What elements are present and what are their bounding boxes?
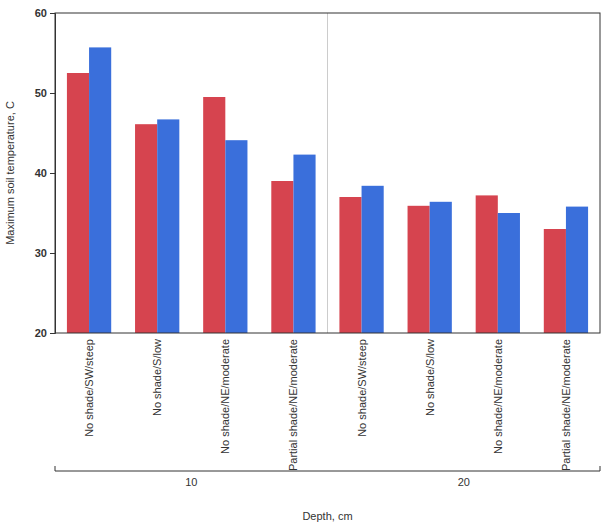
y-tick-mark	[50, 93, 55, 94]
bar	[89, 47, 111, 333]
bar	[157, 119, 179, 333]
x-category-label: Partial shade/NE/moderate	[560, 339, 572, 471]
x-group-label: 10	[185, 476, 197, 488]
y-tick-label: 20	[35, 327, 47, 339]
bar	[430, 202, 452, 333]
bars	[67, 47, 588, 333]
y-tick: 60	[35, 7, 55, 19]
group-bracket	[55, 466, 600, 471]
plot: 20 30 40 50 60 No shade/SW/steep No shade/S/lo…	[35, 7, 600, 488]
y-tick: 40	[35, 167, 55, 179]
bar	[271, 181, 293, 333]
bar	[544, 229, 566, 333]
y-tick-label: 60	[35, 7, 47, 19]
y-tick-mark	[50, 13, 55, 14]
bar	[566, 207, 588, 333]
chart: 20 30 40 50 60 No shade/SW/steep No shade/S/lo…	[0, 0, 605, 528]
x-category-label: No shade/NE/moderate	[492, 339, 504, 454]
y-axis: 20 30 40 50 60	[35, 7, 56, 339]
x-category-label: No shade/NE/moderate	[219, 339, 231, 454]
y-axis-title: Maximum soil temperature, C	[4, 101, 16, 245]
y-tick-label: 30	[35, 247, 47, 259]
bar	[362, 186, 384, 333]
bar	[225, 140, 247, 333]
x-category-label: No shade/SW/steep	[356, 339, 368, 437]
bar	[293, 155, 315, 333]
y-tick-mark	[50, 253, 55, 254]
x-category-label: No shade/S/low	[151, 339, 163, 416]
bar	[135, 124, 157, 333]
bar	[339, 197, 361, 333]
x-category-label: No shade/SW/steep	[83, 339, 95, 437]
y-tick: 50	[35, 87, 55, 99]
x-category-label: No shade/S/low	[424, 339, 436, 416]
y-axis-line	[50, 14, 56, 334]
bar	[67, 73, 89, 333]
y-tick-label: 50	[35, 87, 47, 99]
bar	[498, 213, 520, 333]
y-tick-mark	[50, 333, 55, 334]
y-tick: 20	[35, 327, 55, 339]
bar	[203, 97, 225, 333]
x-group-label: 20	[458, 476, 470, 488]
group-separator	[327, 13, 328, 333]
y-tick: 30	[35, 247, 55, 259]
bar	[476, 195, 498, 333]
y-tick-mark	[50, 173, 55, 174]
x-axis-title: Depth, cm	[302, 510, 352, 522]
x-category-label: Partial shade/NE/moderate	[287, 339, 299, 471]
y-tick-label: 40	[35, 167, 47, 179]
plot-frame	[55, 13, 600, 333]
bar	[408, 206, 430, 333]
